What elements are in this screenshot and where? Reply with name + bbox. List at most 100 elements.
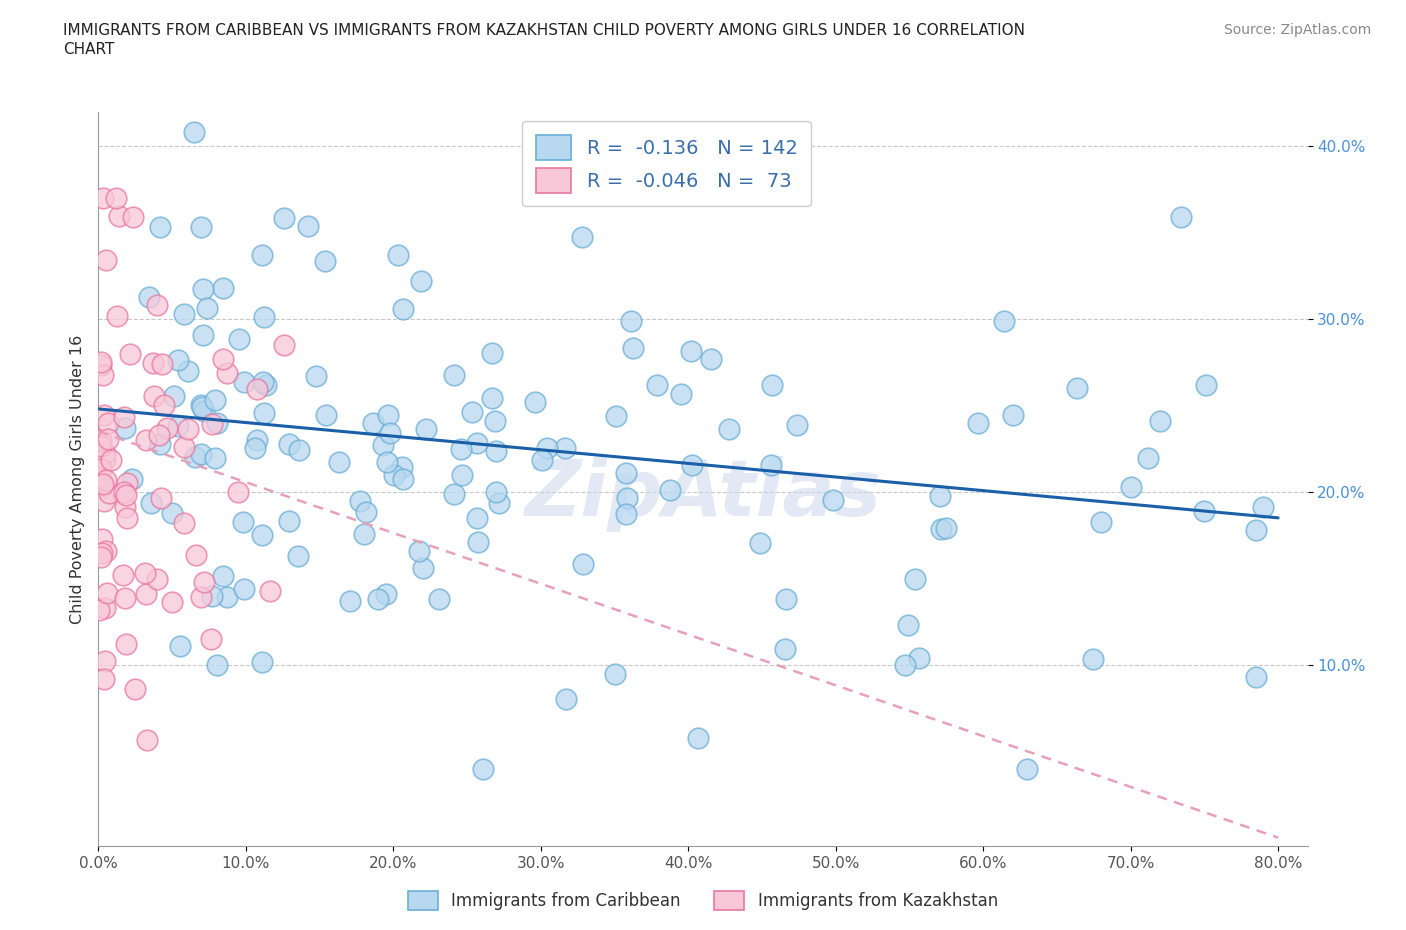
Point bbox=[530, 453, 553, 468]
Point bbox=[443, 486, 465, 501]
Point bbox=[233, 375, 256, 390]
Point bbox=[659, 483, 682, 498]
Y-axis label: Child Poverty Among Girls Under 16: Child Poverty Among Girls Under 16 bbox=[69, 334, 84, 624]
Point bbox=[1170, 210, 1192, 225]
Point bbox=[121, 472, 143, 486]
Point bbox=[1246, 670, 1268, 684]
Point bbox=[1195, 378, 1218, 392]
Point bbox=[1017, 761, 1039, 776]
Point bbox=[232, 514, 254, 529]
Point bbox=[250, 527, 273, 542]
Point bbox=[122, 210, 145, 225]
Point bbox=[1066, 380, 1088, 395]
Point bbox=[621, 341, 644, 356]
Point bbox=[759, 458, 782, 472]
Point bbox=[94, 601, 117, 616]
Point bbox=[273, 338, 295, 352]
Point bbox=[252, 655, 274, 670]
Point bbox=[150, 356, 173, 371]
Point bbox=[246, 432, 269, 447]
Point bbox=[152, 397, 174, 412]
Point bbox=[93, 654, 115, 669]
Point bbox=[679, 343, 702, 358]
Point bbox=[91, 531, 114, 546]
Point bbox=[391, 302, 413, 317]
Point bbox=[173, 439, 195, 454]
Point bbox=[488, 496, 510, 511]
Point bbox=[387, 247, 409, 262]
Point bbox=[250, 247, 273, 262]
Point bbox=[87, 470, 110, 485]
Point bbox=[465, 511, 488, 525]
Point bbox=[97, 432, 120, 446]
Point bbox=[935, 520, 957, 535]
Point bbox=[443, 367, 465, 382]
Point bbox=[105, 309, 128, 324]
Point bbox=[142, 355, 165, 370]
Point bbox=[686, 730, 709, 745]
Point bbox=[90, 438, 112, 453]
Point bbox=[367, 592, 389, 607]
Point bbox=[205, 416, 228, 431]
Point bbox=[356, 505, 378, 520]
Point bbox=[349, 494, 371, 509]
Point bbox=[287, 549, 309, 564]
Point bbox=[605, 408, 627, 423]
Point bbox=[177, 364, 200, 379]
Point bbox=[904, 572, 927, 587]
Point bbox=[94, 451, 117, 466]
Point bbox=[111, 567, 134, 582]
Point bbox=[114, 591, 136, 605]
Point bbox=[259, 583, 281, 598]
Point bbox=[163, 389, 186, 404]
Point bbox=[967, 416, 990, 431]
Point bbox=[91, 476, 114, 491]
Point bbox=[1137, 451, 1160, 466]
Point bbox=[93, 367, 115, 382]
Point bbox=[91, 191, 114, 206]
Point bbox=[645, 378, 668, 392]
Point bbox=[1253, 499, 1275, 514]
Point bbox=[467, 535, 489, 550]
Point bbox=[87, 603, 110, 618]
Point bbox=[173, 307, 195, 322]
Point bbox=[191, 282, 214, 297]
Point bbox=[907, 650, 929, 665]
Point bbox=[460, 405, 482, 419]
Point bbox=[993, 314, 1015, 329]
Point bbox=[412, 561, 434, 576]
Point bbox=[555, 692, 578, 707]
Point bbox=[427, 591, 450, 606]
Point bbox=[775, 591, 797, 606]
Point bbox=[169, 639, 191, 654]
Legend: Immigrants from Caribbean, Immigrants from Kazakhstan: Immigrants from Caribbean, Immigrants fr… bbox=[402, 884, 1004, 917]
Point bbox=[226, 485, 249, 499]
Point bbox=[94, 253, 117, 268]
Point bbox=[162, 506, 184, 521]
Point bbox=[700, 352, 723, 366]
Point bbox=[184, 449, 207, 464]
Point bbox=[135, 432, 157, 447]
Point bbox=[211, 352, 233, 366]
Point bbox=[339, 593, 361, 608]
Point bbox=[571, 556, 593, 571]
Point bbox=[669, 386, 692, 401]
Point bbox=[93, 407, 115, 422]
Point bbox=[823, 493, 845, 508]
Point bbox=[90, 357, 112, 372]
Point bbox=[97, 416, 120, 431]
Point bbox=[471, 761, 494, 776]
Point bbox=[384, 468, 406, 483]
Point bbox=[108, 208, 131, 223]
Point bbox=[1090, 515, 1112, 530]
Point bbox=[90, 354, 112, 369]
Point bbox=[614, 465, 637, 480]
Point bbox=[554, 441, 576, 456]
Point bbox=[1001, 407, 1024, 422]
Point bbox=[328, 454, 350, 469]
Point bbox=[254, 378, 277, 392]
Point bbox=[94, 543, 117, 558]
Point bbox=[148, 427, 170, 442]
Point bbox=[146, 572, 169, 587]
Point bbox=[253, 310, 276, 325]
